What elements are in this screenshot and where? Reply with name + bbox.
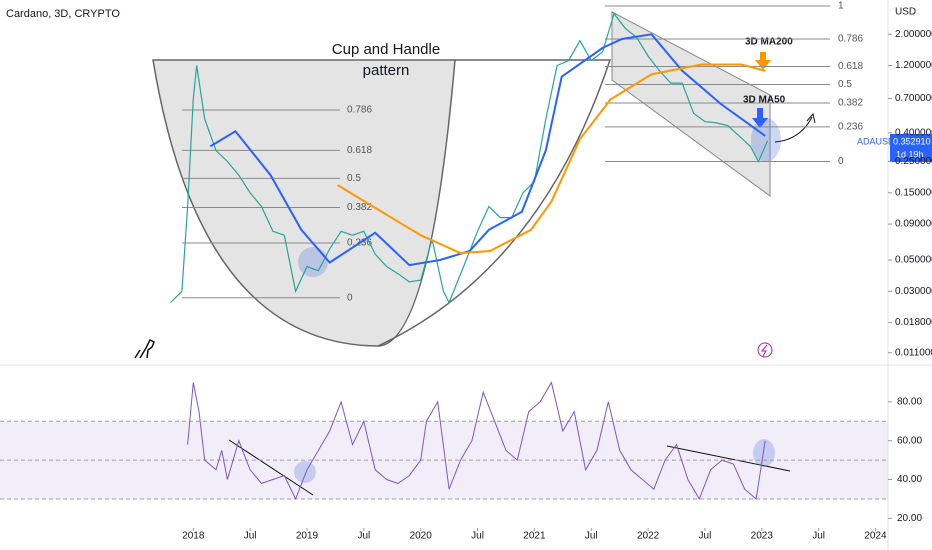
ma50-arrow — [752, 108, 768, 128]
fib-label: 1 — [838, 1, 844, 12]
x-tick-label: 2018 — [182, 531, 205, 542]
pattern-label: pattern — [363, 62, 410, 79]
fib-label: 0.382 — [838, 98, 863, 109]
fib-label: 0.236 — [838, 122, 863, 133]
fib-label: 0 — [347, 292, 353, 303]
x-tick-label: 2020 — [410, 531, 433, 542]
series-line — [170, 12, 769, 304]
rsi-tick-label: 40.00 — [897, 474, 922, 485]
x-tick-label: 2022 — [637, 531, 660, 542]
channel — [611, 11, 771, 197]
rsi-tick-label: 20.00 — [897, 513, 922, 524]
series-line — [209, 33, 766, 267]
y-tick-label: 2.000000 — [895, 29, 932, 40]
x-tick-label: Jul — [357, 531, 370, 542]
rsi-trendline — [666, 445, 791, 472]
highlight — [751, 118, 781, 162]
fib-label: 0.786 — [838, 34, 863, 45]
logo — [134, 338, 155, 359]
x-tick-label: Jul — [585, 531, 598, 542]
fib-label: 0.5 — [347, 173, 361, 184]
arrow-head — [806, 112, 816, 124]
rsi-tick-label: 60.00 — [897, 435, 922, 446]
chart-title: Cardano, 3D, CRYPTO — [6, 8, 120, 20]
currency: USD — [895, 7, 916, 18]
event-icon — [757, 342, 773, 358]
projection-arrow — [774, 116, 813, 143]
pattern-label: Cup and Handle — [332, 41, 440, 58]
price-tag — [890, 134, 932, 162]
fib-label: 0.382 — [347, 202, 372, 213]
last-price: 0.352910 — [893, 136, 931, 146]
annotation: 3D MA50 — [743, 95, 786, 106]
x-tick-label: Jul — [699, 531, 712, 542]
x-tick-label: Jul — [812, 531, 825, 542]
fib-label: 0.618 — [347, 145, 372, 156]
symbol-tag: ADAUSD — [857, 136, 895, 146]
event-icon-bolt — [760, 344, 768, 357]
series-line — [187, 381, 766, 501]
fib-label: 0.5 — [838, 79, 852, 90]
x-tick-label: 2024 — [864, 531, 887, 542]
x-tick-label: Jul — [471, 531, 484, 542]
highlight — [294, 461, 316, 483]
fib-label: 0.786 — [347, 105, 372, 116]
fib-label: 0 — [838, 156, 844, 167]
x-tick-label: 2019 — [296, 531, 319, 542]
fib-label: 0.618 — [838, 61, 863, 72]
cup-right — [377, 59, 612, 347]
y-tick-label: 0.011000 — [895, 347, 932, 358]
highlight — [753, 439, 775, 467]
x-tick-label: Jul — [244, 531, 257, 542]
x-tick-label: 2021 — [523, 531, 546, 542]
ma200-arrow — [755, 52, 771, 70]
countdown: 1d 19h — [896, 149, 924, 159]
annotation: 3D MA200 — [745, 37, 793, 48]
cup-shape — [152, 59, 456, 347]
series-line — [337, 63, 766, 255]
x-tick-label: 2023 — [751, 531, 774, 542]
rsi-tick-label: 80.00 — [897, 397, 922, 408]
rsi-trendline — [228, 439, 314, 496]
